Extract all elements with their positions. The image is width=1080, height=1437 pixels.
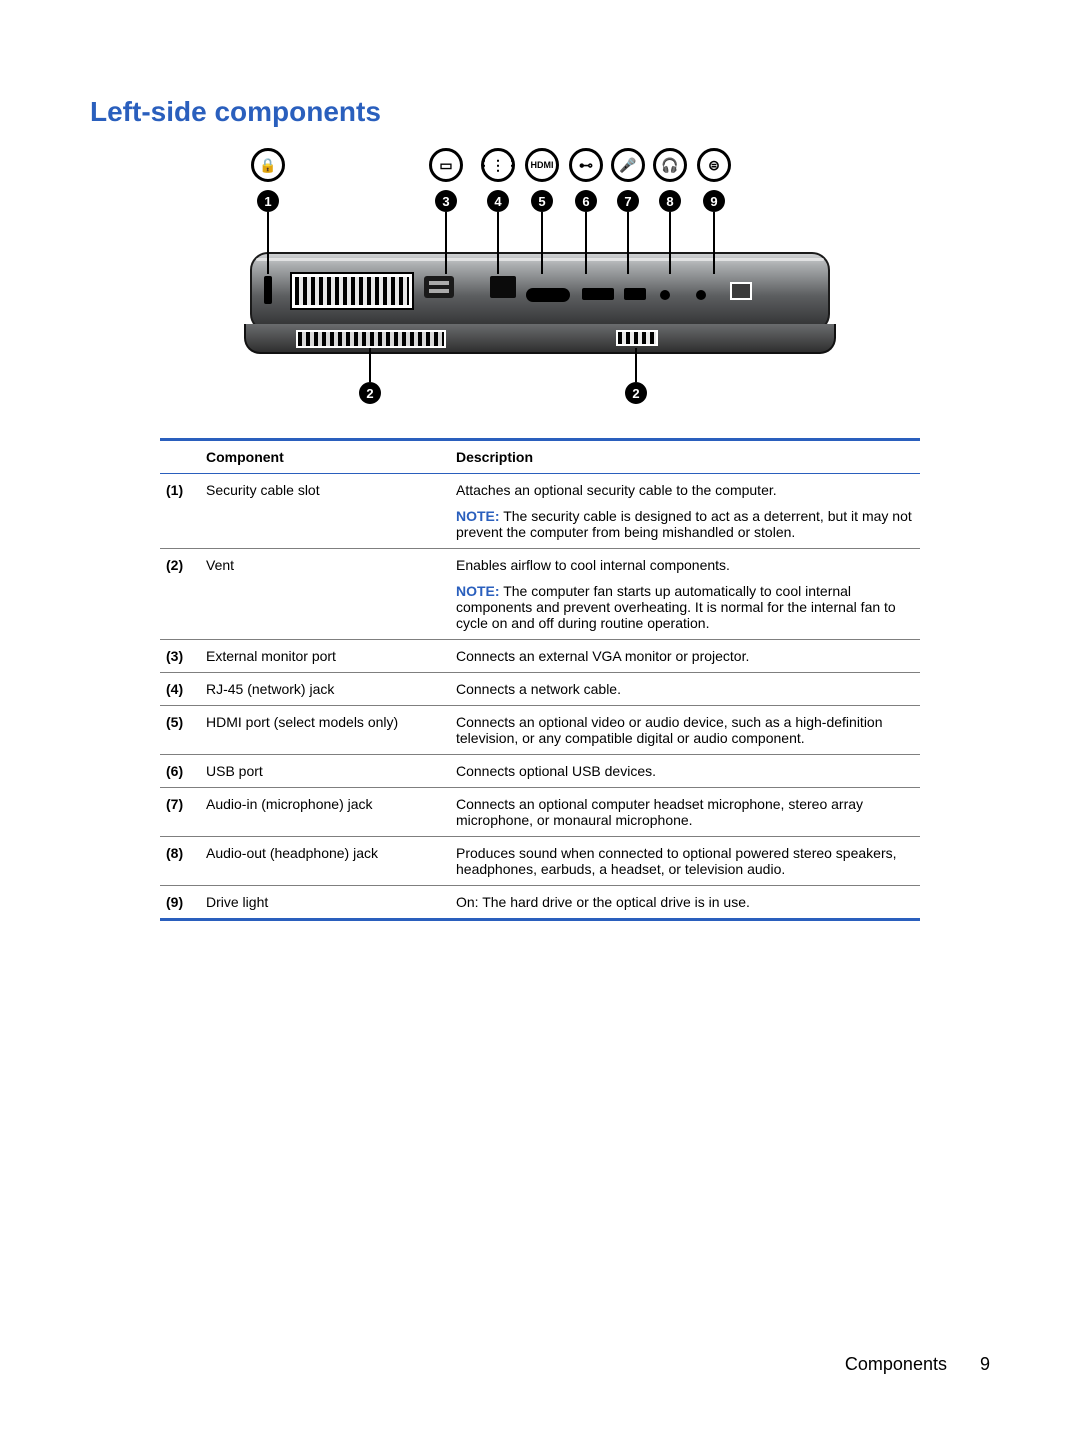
page-footer: Components 9 [845, 1354, 990, 1375]
row-number: (5) [160, 706, 200, 755]
callout-number: 5 [531, 190, 553, 212]
leader-line [445, 212, 447, 274]
table-row: (5)HDMI port (select models only)Connect… [160, 706, 920, 755]
leader-line [541, 212, 543, 274]
callout-number: 3 [435, 190, 457, 212]
row-component: External monitor port [200, 640, 450, 673]
row-component: Vent [200, 549, 450, 640]
table-row: (7)Audio-in (microphone) jackConnects an… [160, 788, 920, 837]
network-icon: ⋮⋮⋮ [481, 148, 515, 182]
row-number: (6) [160, 755, 200, 788]
table-header-component: Component [200, 440, 450, 474]
table-row: (1)Security cable slotAttaches an option… [160, 474, 920, 549]
row-number: (9) [160, 886, 200, 920]
row-number: (7) [160, 788, 200, 837]
port-headphone-jack [696, 290, 706, 300]
row-component: Audio-out (headphone) jack [200, 837, 450, 886]
leader-line [669, 212, 671, 274]
row-component: Security cable slot [200, 474, 450, 549]
table-row: (9)Drive lightOn: The hard drive or the … [160, 886, 920, 920]
callout-number: 8 [659, 190, 681, 212]
port-mic-jack [660, 290, 670, 300]
row-number: (3) [160, 640, 200, 673]
row-component: Drive light [200, 886, 450, 920]
row-description: On: The hard drive or the optical drive … [450, 886, 920, 920]
row-description: Connects a network cable. [450, 673, 920, 706]
port-hdmi [582, 288, 614, 300]
lock-icon: 🔒 [251, 148, 285, 182]
callout-number: 6 [575, 190, 597, 212]
footer-section: Components [845, 1354, 947, 1374]
callout-number: 4 [487, 190, 509, 212]
callout-number: 2 [359, 382, 381, 404]
mic-icon: 🎤 [611, 148, 645, 182]
section-title: Left-side components [90, 96, 990, 128]
table-row: (2)VentEnables airflow to cool internal … [160, 549, 920, 640]
callout-number: 7 [617, 190, 639, 212]
leader-line [497, 212, 499, 274]
bottom-vent-1 [296, 330, 446, 348]
note-label: NOTE: [456, 508, 500, 524]
row-number: (8) [160, 837, 200, 886]
row-number: (4) [160, 673, 200, 706]
callout-number: 9 [703, 190, 725, 212]
leader-line [369, 348, 371, 382]
hdmi-icon: HDMI [525, 148, 559, 182]
drive-icon: ⊜ [697, 148, 731, 182]
monitor-icon: ▭ [429, 148, 463, 182]
left-side-diagram: 🔒 1 ▭ 3 ⋮⋮⋮ 4 HDMI 5 ⊷ 6 🎤 7 🎧 8 ⊜ 9 2 2 [220, 148, 860, 408]
row-component: Audio-in (microphone) jack [200, 788, 450, 837]
row-number: (1) [160, 474, 200, 549]
row-component: USB port [200, 755, 450, 788]
port-usb [624, 288, 646, 300]
port-rj45 [490, 276, 516, 298]
components-table: Component Description (1)Security cable … [160, 438, 920, 921]
leader-line [585, 212, 587, 274]
row-number: (2) [160, 549, 200, 640]
row-component: RJ-45 (network) jack [200, 673, 450, 706]
row-description: Connects optional USB devices. [450, 755, 920, 788]
callout-number: 2 [625, 382, 647, 404]
row-description: Connects an optional computer headset mi… [450, 788, 920, 837]
row-description: Attaches an optional security cable to t… [450, 474, 920, 549]
leader-line [627, 212, 629, 274]
table-header-description: Description [450, 440, 920, 474]
row-description: Connects an optional video or audio devi… [450, 706, 920, 755]
port-power [424, 276, 454, 298]
port-security-slot [264, 276, 272, 304]
bottom-vent-2 [616, 330, 658, 346]
usb-icon: ⊷ [569, 148, 603, 182]
callout-number: 1 [257, 190, 279, 212]
table-row: (3)External monitor portConnects an exte… [160, 640, 920, 673]
row-description: Enables airflow to cool internal compone… [450, 549, 920, 640]
leader-line [267, 212, 269, 274]
port-vent [292, 274, 412, 308]
table-row: (8)Audio-out (headphone) jackProduces so… [160, 837, 920, 886]
row-description: Produces sound when connected to optiona… [450, 837, 920, 886]
row-description: Connects an external VGA monitor or proj… [450, 640, 920, 673]
leader-line [635, 348, 637, 382]
port-vga [526, 288, 570, 302]
table-row: (4)RJ-45 (network) jackConnects a networ… [160, 673, 920, 706]
port-drive-light [730, 282, 752, 300]
headphone-icon: 🎧 [653, 148, 687, 182]
leader-line [713, 212, 715, 274]
note-label: NOTE: [456, 583, 500, 599]
table-header-blank [160, 440, 200, 474]
table-row: (6)USB portConnects optional USB devices… [160, 755, 920, 788]
footer-page-number: 9 [980, 1354, 990, 1375]
row-component: HDMI port (select models only) [200, 706, 450, 755]
